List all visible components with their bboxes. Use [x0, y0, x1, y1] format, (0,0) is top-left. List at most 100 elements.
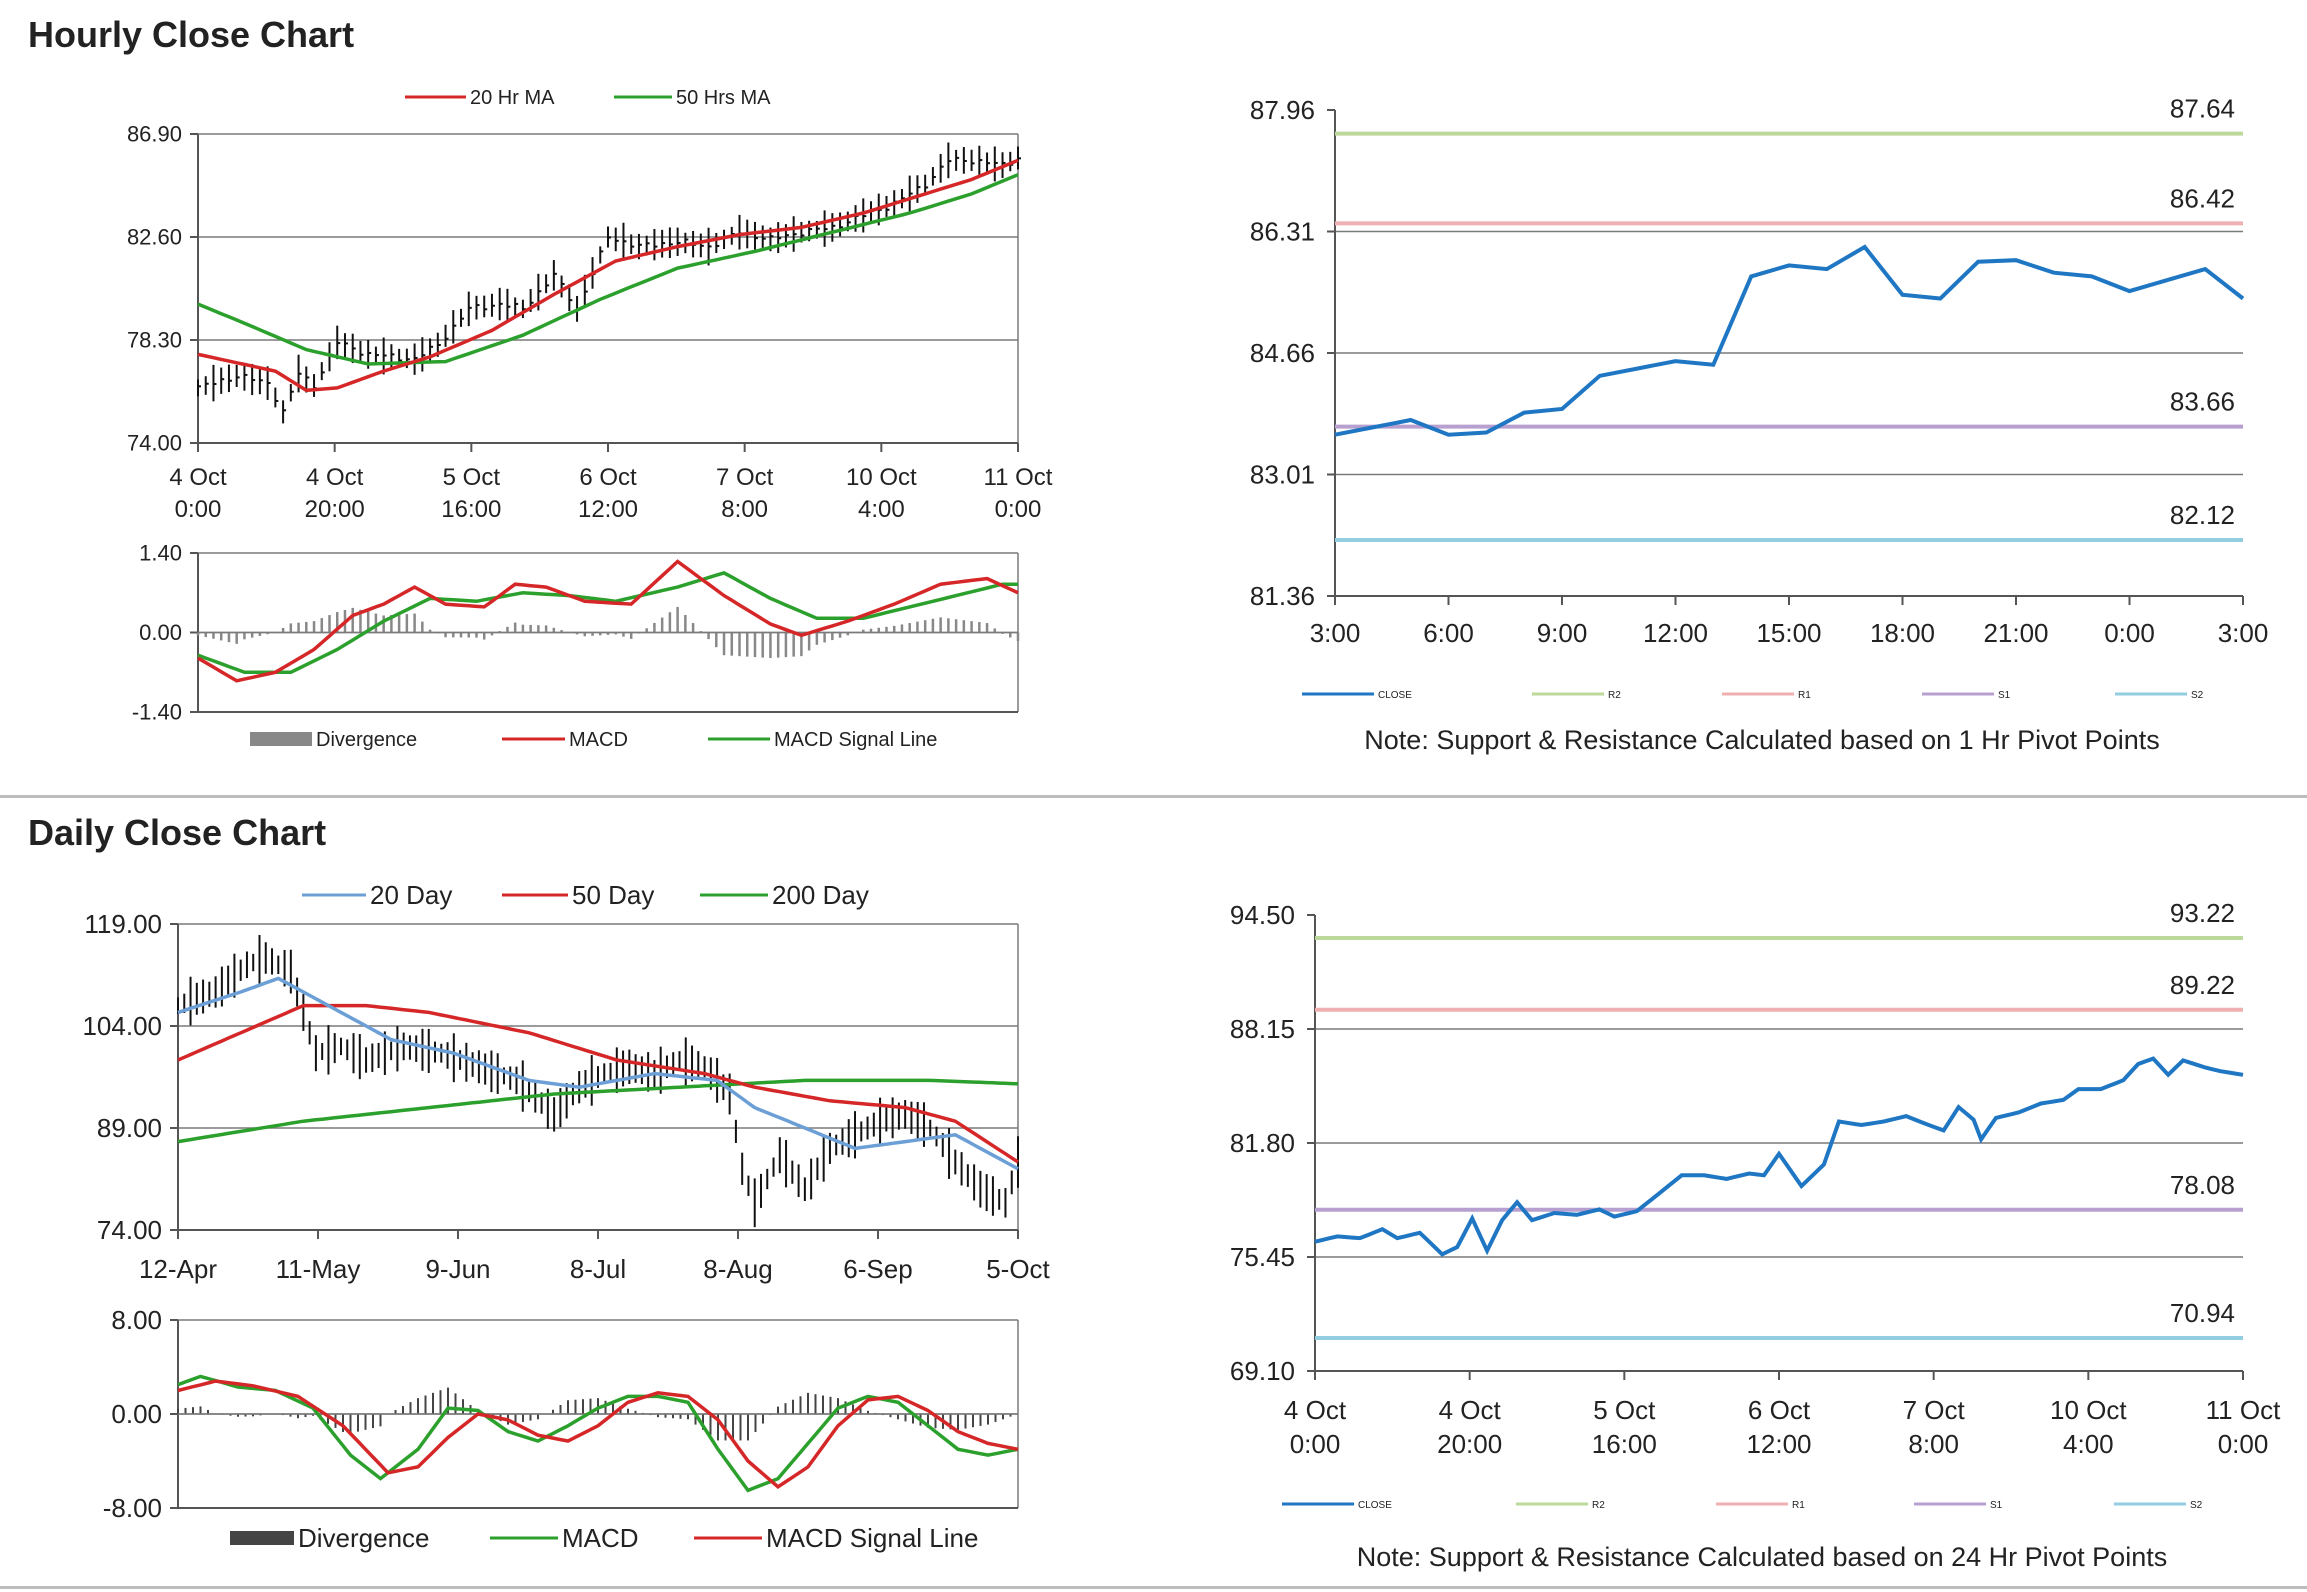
daily-200ma-line [177, 1078, 1019, 1144]
hourly-price-legend-label: 20 Hr MA [470, 87, 555, 109]
hourly-macd-ytick-label: -1.40 [132, 700, 182, 725]
hourly-pivot-legend-label: S1 [1998, 690, 2011, 701]
hourly-macd-ytick-label: 0.00 [139, 620, 182, 645]
hourly-pivot-ytick-label: 87.96 [1250, 95, 1315, 125]
daily-pivot-xtick-label: 5 Oct [1593, 1395, 1656, 1425]
daily-price-xtick-label: 11-May [276, 1254, 361, 1284]
hourly-price-xtick-label: 20:00 [305, 496, 365, 523]
hourly-price-ytick-label: 74.00 [127, 431, 182, 456]
daily-price-bars [177, 934, 1019, 1228]
daily-pivot-ytick-label: 75.45 [1230, 1242, 1295, 1272]
daily-pivot-ytick-label: 88.15 [1230, 1014, 1295, 1044]
section-divider-1 [0, 795, 2307, 798]
daily-pivot-xtick-label: 0:00 [2218, 1429, 2269, 1459]
daily-pivot-r2-label: 93.22 [2170, 898, 2235, 928]
daily-price-ytick-label: 104.00 [82, 1011, 162, 1041]
hourly-price-ytick-label: 78.30 [127, 328, 182, 353]
hourly-price-xtick-label: 16:00 [441, 496, 501, 523]
hourly-price-ytick-label: 86.90 [127, 122, 182, 147]
daily-pivot-legend-label: S2 [2190, 1500, 2203, 1511]
daily-macd-ytick-label: 0.00 [111, 1399, 162, 1429]
daily-50ma-line [177, 1003, 1019, 1164]
hourly-macd-legend-label: MACD Signal Line [774, 729, 937, 751]
hourly-pivot-ytick-label: 83.01 [1250, 460, 1315, 490]
hourly-pivot-xtick-label: 6:00 [1423, 618, 1474, 648]
daily-pivot-xtick-label: 12:00 [1746, 1429, 1811, 1459]
daily-pivot-note: Note: Support & Resistance Calculated ba… [1357, 1542, 2167, 1572]
hourly-pivot-ytick-label: 86.31 [1250, 217, 1315, 247]
daily-pivot-ytick-label: 94.50 [1230, 900, 1295, 930]
daily-pivot-ytick-label: 81.80 [1230, 1128, 1295, 1158]
hourly-pivot-legend-label: S2 [2191, 690, 2204, 701]
hourly-pivot-legend-label: R1 [1798, 690, 1811, 701]
daily-price-legend-label: 50 Day [572, 880, 654, 910]
daily-20ma-line [177, 976, 1019, 1171]
hourly-pivot-xtick-label: 12:00 [1643, 618, 1708, 648]
hourly-price-xtick-label: 4:00 [858, 496, 905, 523]
daily-price-xtick-label: 6-Sep [843, 1254, 912, 1284]
daily-price-xtick-label: 5-Oct [986, 1254, 1050, 1284]
daily-macd-ytick-label: -8.00 [103, 1493, 162, 1523]
hourly-pivot-ytick-label: 84.66 [1250, 338, 1315, 368]
hourly-pivot-s1-label: 83.66 [2170, 387, 2235, 417]
hourly-50ma-line [197, 173, 1019, 366]
hourly-pivot-r1-label: 86.42 [2170, 183, 2235, 213]
daily-pivot-xtick-label: 6 Oct [1748, 1395, 1811, 1425]
hourly-pivot-xtick-label: 15:00 [1756, 618, 1821, 648]
hourly-price-xtick-label: 6 Oct [579, 464, 637, 491]
daily-pivot-legend-label: R1 [1792, 1500, 1805, 1511]
hourly-pivot-xtick-label: 3:00 [1310, 618, 1361, 648]
daily-pivot-xtick-label: 20:00 [1437, 1429, 1502, 1459]
daily-macd-legend-label: MACD Signal Line [766, 1523, 978, 1553]
hourly-pivot-xtick-label: 21:00 [1983, 618, 2048, 648]
daily-pivot-legend-label: S1 [1990, 1500, 2003, 1511]
hourly-pivot-xtick-label: 3:00 [2218, 618, 2269, 648]
hourly-pivot-s2-label: 82.12 [2170, 500, 2235, 530]
hourly-price-xtick-label: 10 Oct [846, 464, 917, 491]
daily-pivot-s1-label: 78.08 [2170, 1170, 2235, 1200]
daily-macd-ytick-label: 8.00 [111, 1305, 162, 1335]
daily-section-title: Daily Close Chart [28, 812, 327, 853]
hourly-price-bars [197, 142, 1021, 424]
daily-pivot-xtick-label: 16:00 [1592, 1429, 1657, 1459]
hourly-macd-line [197, 559, 1019, 683]
daily-pivot-legend-label: CLOSE [1358, 1500, 1392, 1511]
daily-signal-line [177, 1379, 1019, 1489]
hourly-pivot-xtick-label: 0:00 [2104, 618, 2155, 648]
hourly-price-xtick-label: 7 Oct [716, 464, 774, 491]
hourly-pivot-legend-label: CLOSE [1378, 690, 1412, 701]
hourly-pivot-note: Note: Support & Resistance Calculated ba… [1364, 725, 2159, 755]
daily-pivot-xtick-label: 0:00 [1290, 1429, 1341, 1459]
daily-macd-line [177, 1374, 1019, 1493]
daily-price-legend-label: 20 Day [370, 880, 452, 910]
hourly-price-xtick-label: 4 Oct [169, 464, 227, 491]
hourly-price-xtick-label: 5 Oct [443, 464, 501, 491]
daily-price-xtick-label: 8-Aug [703, 1254, 772, 1284]
hourly-price-xtick-label: 4 Oct [306, 464, 364, 491]
daily-pivot-xtick-label: 10 Oct [2050, 1395, 2127, 1425]
daily-price-legend-label: 200 Day [772, 880, 869, 910]
hourly-signal-line [197, 571, 1018, 675]
daily-price-xtick-label: 8-Jul [570, 1254, 626, 1284]
hourly-pivot-close-line [1334, 244, 2245, 437]
hourly-macd-legend-swatch [250, 732, 312, 746]
hourly-price-xtick-label: 0:00 [175, 496, 222, 523]
hourly-pivot-ytick-label: 81.36 [1250, 581, 1315, 611]
hourly-price-xtick-label: 8:00 [721, 496, 768, 523]
hourly-macd-legend-label: Divergence [316, 729, 417, 751]
daily-pivot-close-line [1314, 1056, 2244, 1257]
section-divider-2 [0, 1586, 2307, 1589]
daily-pivot-s2-label: 70.94 [2170, 1298, 2235, 1328]
daily-pivot-r1-label: 89.22 [2170, 970, 2235, 1000]
hourly-price-xtick-label: 11 Oct [984, 464, 1053, 491]
daily-price-xtick-label: 12-Apr [139, 1254, 217, 1284]
daily-pivot-xtick-label: 4 Oct [1284, 1395, 1347, 1425]
hourly-pivot-legend-label: R2 [1608, 690, 1621, 701]
daily-macd-legend-swatch [230, 1531, 294, 1545]
daily-pivot-xtick-label: 4 Oct [1439, 1395, 1502, 1425]
daily-macd-legend-label: MACD [562, 1523, 639, 1553]
hourly-price-ytick-label: 82.60 [127, 225, 182, 250]
daily-price-xtick-label: 9-Jun [425, 1254, 490, 1284]
daily-pivot-ytick-label: 69.10 [1230, 1356, 1295, 1386]
